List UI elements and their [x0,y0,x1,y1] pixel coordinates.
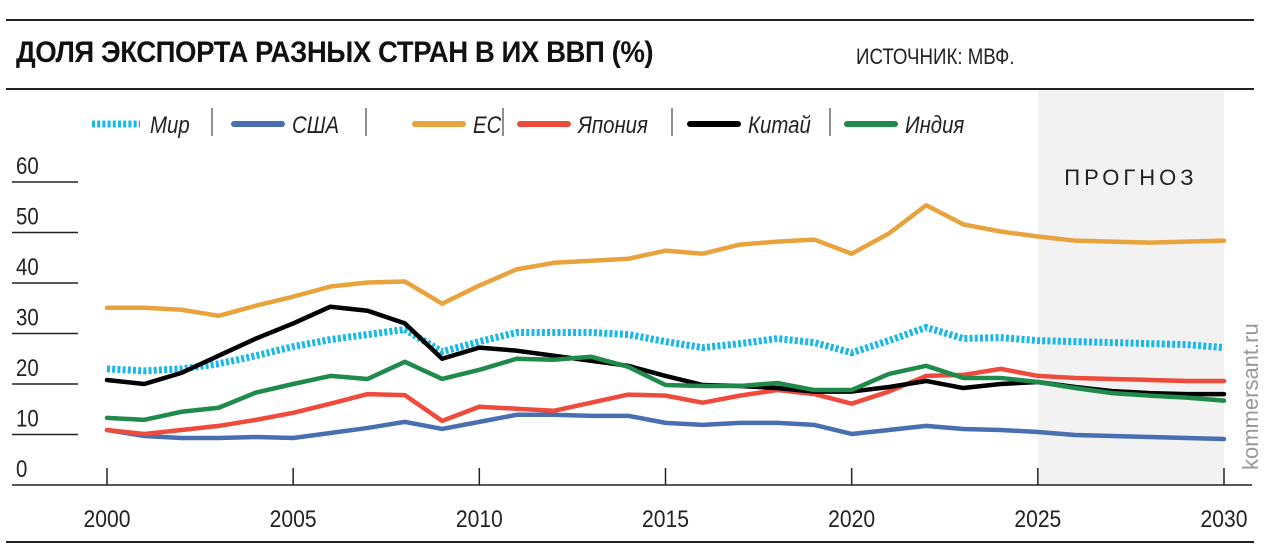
title-rule [6,88,1254,90]
y-tick-label: 30 [16,304,39,331]
x-tick-label: 2005 [270,506,317,533]
source-note: ИСТОЧНИК: МВФ. [856,44,1015,69]
x-tick-label: 2010 [456,506,503,533]
y-tick-label: 40 [16,253,39,280]
series-line-Япония [104,366,1227,437]
legend-label: ЕС [473,111,502,138]
series-line-ЕС [104,202,1227,319]
y-tick-label: 60 [16,152,39,179]
series-line-США [104,412,1227,442]
series-line-Мир [106,323,1225,375]
legend-label: Китай [748,111,811,138]
x-tick-label: 2030 [1201,506,1248,533]
legend-label: Мир [150,111,190,138]
y-tick-label: 20 [16,354,39,381]
legend-label: США [292,111,339,138]
x-tick-label: 2020 [828,506,875,533]
y-tick-label: 10 [16,405,39,432]
forecast-band [1037,90,1224,485]
x-tick-label: 2000 [84,506,131,533]
chart-title: ДОЛЯ ЭКСПОРТА РАЗНЫХ СТРАН В ИХ ВВП (%) [16,36,654,69]
watermark: kommersant.ru [1238,323,1263,470]
bottom-rule [6,541,1254,543]
series-line-Индия [104,354,1227,423]
top-rule [6,19,1254,21]
x-tick-label: 2015 [642,506,689,533]
legend-label: Япония [577,111,648,138]
legend-label: Индия [905,111,964,138]
y-tick-label: 0 [16,455,27,482]
y-tick-label: 50 [16,203,39,230]
forecast-label: ПРОГНОЗ [1064,165,1197,190]
x-tick-label: 2025 [1014,506,1061,533]
